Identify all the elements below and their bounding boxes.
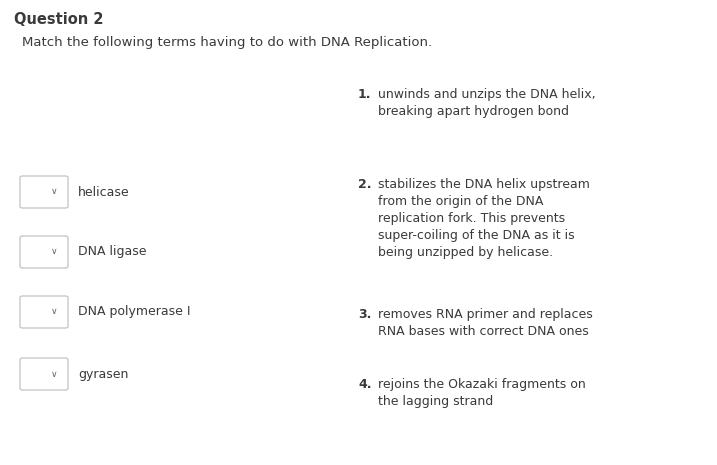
Text: being unzipped by helicase.: being unzipped by helicase. bbox=[378, 246, 553, 259]
Text: ∨: ∨ bbox=[50, 307, 57, 317]
Text: gyrasen: gyrasen bbox=[78, 367, 128, 380]
Text: removes RNA primer and replaces: removes RNA primer and replaces bbox=[378, 308, 593, 321]
Text: Match the following terms having to do with DNA Replication.: Match the following terms having to do w… bbox=[22, 36, 432, 49]
Text: 3.: 3. bbox=[358, 308, 371, 321]
Text: 2.: 2. bbox=[358, 178, 371, 191]
Text: DNA ligase: DNA ligase bbox=[78, 246, 146, 259]
Text: super-coiling of the DNA as it is: super-coiling of the DNA as it is bbox=[378, 229, 574, 242]
FancyBboxPatch shape bbox=[20, 176, 68, 208]
Text: unwinds and unzips the DNA helix,: unwinds and unzips the DNA helix, bbox=[378, 88, 596, 101]
Text: helicase: helicase bbox=[78, 186, 130, 199]
Text: rejoins the Okazaki fragments on: rejoins the Okazaki fragments on bbox=[378, 378, 586, 391]
Text: from the origin of the DNA: from the origin of the DNA bbox=[378, 195, 543, 208]
Text: replication fork. This prevents: replication fork. This prevents bbox=[378, 212, 565, 225]
FancyBboxPatch shape bbox=[20, 236, 68, 268]
Text: ∨: ∨ bbox=[50, 187, 57, 197]
FancyBboxPatch shape bbox=[20, 296, 68, 328]
Text: ∨: ∨ bbox=[50, 370, 57, 379]
Text: the lagging strand: the lagging strand bbox=[378, 395, 493, 408]
Text: Question 2: Question 2 bbox=[14, 12, 103, 27]
FancyBboxPatch shape bbox=[20, 358, 68, 390]
Text: ∨: ∨ bbox=[50, 247, 57, 257]
Text: 4.: 4. bbox=[358, 378, 371, 391]
Text: breaking apart hydrogen bond: breaking apart hydrogen bond bbox=[378, 105, 569, 118]
Text: RNA bases with correct DNA ones: RNA bases with correct DNA ones bbox=[378, 325, 589, 338]
Text: stabilizes the DNA helix upstream: stabilizes the DNA helix upstream bbox=[378, 178, 590, 191]
Text: DNA polymerase I: DNA polymerase I bbox=[78, 306, 191, 319]
Text: 1.: 1. bbox=[358, 88, 371, 101]
